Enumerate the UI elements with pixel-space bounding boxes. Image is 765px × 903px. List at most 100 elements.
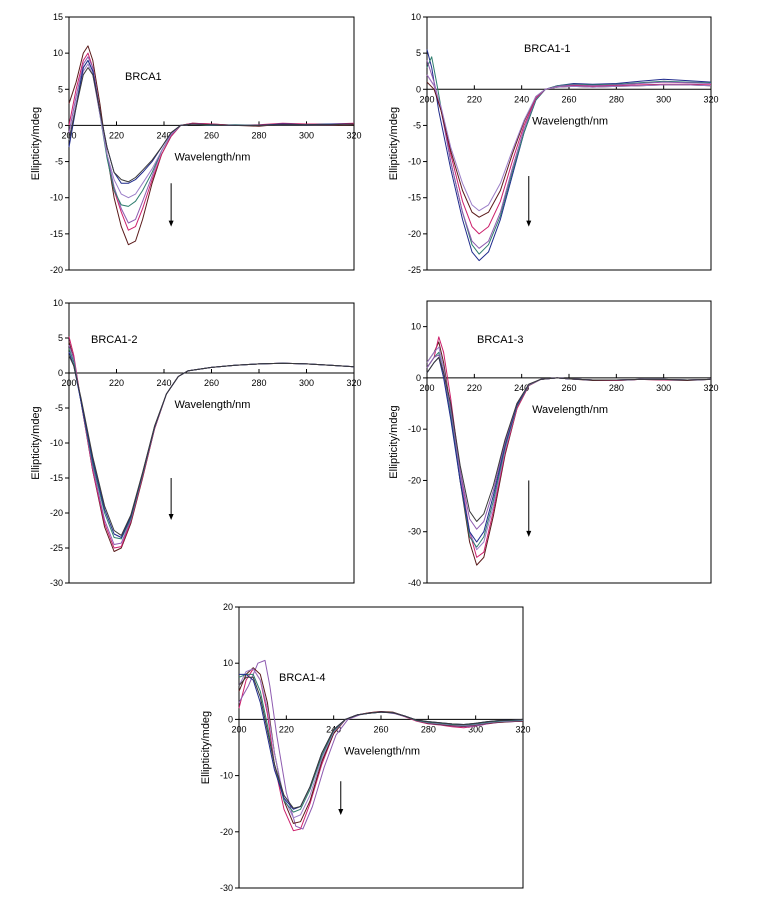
x-tick-label: 220 (109, 130, 124, 140)
panel-label: BRCA1 (125, 71, 162, 83)
spectra-lines (426, 336, 712, 566)
y-tick-label: 0 (228, 714, 233, 724)
x-tick-label: 240 (156, 378, 171, 388)
x-axis-title: Wavelength/nm (532, 115, 608, 127)
x-tick-label: 200 (61, 378, 76, 388)
x-tick-label: 200 (419, 383, 434, 393)
spectra-lines (426, 49, 712, 262)
y-tick-label: 0 (416, 84, 421, 94)
panel-brca1-1: BRCA1-1 Wavelength/nm Ellipticity/mdeg 2… (388, 12, 719, 275)
y-axis-ticks: 10 5 0 -5 -10 -15 -20 -25 -30 (50, 298, 69, 588)
x-tick-label: 320 (346, 130, 361, 140)
panel-brca1: BRCA1 Wavelength/nm Ellipticity/mdeg 200… (30, 12, 362, 275)
spectrum-line-3 (426, 60, 712, 249)
y-tick-label: -20 (50, 508, 63, 518)
y-tick-label: 20 (223, 602, 233, 612)
x-tick-label: 220 (467, 383, 482, 393)
x-tick-label: 300 (299, 378, 314, 388)
spectra-lines (238, 659, 524, 832)
y-axis-ticks: 15 10 5 0 -5 -10 -15 -20 (50, 12, 69, 275)
panel-brca1-3: BRCA1-3 Wavelength/nm Ellipticity/mdeg 2… (388, 300, 719, 588)
spectrum-line-2 (68, 336, 355, 549)
arrow-head (338, 808, 344, 815)
y-tick-label: -15 (50, 473, 63, 483)
x-tick-label: 280 (609, 94, 624, 104)
y-axis-ticks: 10 0 -10 -20 -30 -40 (408, 322, 427, 588)
x-tick-label: 240 (514, 94, 529, 104)
x-tick-label: 280 (251, 378, 266, 388)
x-tick-label: 320 (703, 94, 718, 104)
y-tick-label: -5 (55, 403, 63, 413)
x-axis-ticks: 200 220 240 260 280 300 320 (61, 369, 362, 388)
x-tick-label: 300 (656, 94, 671, 104)
spectrum-line-1 (68, 45, 355, 246)
plot-frame (68, 16, 355, 271)
y-tick-label: 10 (53, 48, 63, 58)
panel-brca1-4: BRCA1-4 Wavelength/nm Ellipticity/mdeg 2… (200, 602, 531, 893)
y-tick-label: -10 (50, 438, 63, 448)
y-tick-label: 5 (58, 84, 63, 94)
spectrum-line-6 (426, 354, 712, 530)
plot-frame (238, 606, 524, 889)
y-tick-label: 10 (223, 658, 233, 668)
y-axis-title: Ellipticity/mdeg (388, 405, 400, 478)
spectrum-line-4 (426, 74, 712, 235)
arrow-head (526, 220, 532, 227)
y-axis-title: Ellipticity/mdeg (388, 107, 400, 180)
x-tick-label: 260 (373, 724, 388, 734)
x-tick-label: 240 (156, 130, 171, 140)
x-tick-label: 220 (109, 378, 124, 388)
y-axis-title: Ellipticity/mdeg (30, 107, 42, 180)
x-tick-label: 320 (515, 724, 530, 734)
y-tick-label: -20 (50, 265, 63, 275)
x-tick-label: 220 (279, 724, 294, 734)
y-tick-label: 5 (58, 333, 63, 343)
y-tick-label: -5 (55, 157, 63, 167)
y-tick-label: -20 (408, 475, 421, 485)
y-tick-label: -20 (220, 827, 233, 837)
y-axis-ticks: 10 5 0 -5 -10 -15 -20 -25 (408, 12, 427, 275)
trend-arrow (338, 781, 344, 815)
panel-label: BRCA1-3 (477, 334, 523, 346)
arrow-head (168, 514, 174, 520)
arrow-head (526, 530, 532, 537)
x-tick-label: 280 (251, 130, 266, 140)
spectrum-line-2 (68, 52, 355, 231)
spectrum-line-3 (68, 344, 355, 545)
plot-frame (426, 300, 712, 584)
y-tick-label: 0 (58, 368, 63, 378)
x-tick-label: 280 (609, 383, 624, 393)
x-tick-label: 300 (299, 130, 314, 140)
y-axis-title: Ellipticity/mdeg (200, 711, 212, 784)
spectrum-line-6 (426, 74, 712, 212)
spectrum-line-2 (426, 336, 712, 558)
x-tick-label: 220 (467, 94, 482, 104)
panel-label: BRCA1-1 (524, 43, 570, 55)
spectra-lines (68, 336, 355, 552)
y-tick-label: 5 (416, 48, 421, 58)
y-tick-label: -30 (50, 578, 63, 588)
panel-label: BRCA1-4 (279, 672, 325, 684)
x-tick-label: 300 (468, 724, 483, 734)
y-tick-label: -40 (408, 578, 421, 588)
x-axis-ticks: 200 220 240 260 280 300 320 (419, 85, 719, 104)
arrow-head (168, 220, 174, 227)
x-axis-title: Wavelength/nm (174, 151, 250, 163)
y-axis-title: Ellipticity/mdeg (30, 406, 42, 479)
panel-brca1-2: BRCA1-2 Wavelength/nm Ellipticity/mdeg 2… (30, 298, 362, 588)
y-tick-label: 0 (416, 373, 421, 383)
x-tick-label: 260 (204, 130, 219, 140)
spectrum-line-6 (68, 355, 355, 536)
y-tick-label: 10 (411, 322, 421, 332)
x-tick-label: 280 (421, 724, 436, 734)
x-tick-label: 200 (61, 130, 76, 140)
trend-arrow (168, 478, 174, 520)
y-tick-label: -25 (408, 265, 421, 275)
panel-label: BRCA1-2 (91, 334, 137, 346)
y-tick-label: -30 (408, 527, 421, 537)
x-tick-label: 260 (561, 383, 576, 393)
y-tick-label: -10 (50, 193, 63, 203)
x-tick-label: 200 (231, 724, 246, 734)
y-tick-label: -10 (408, 424, 421, 434)
